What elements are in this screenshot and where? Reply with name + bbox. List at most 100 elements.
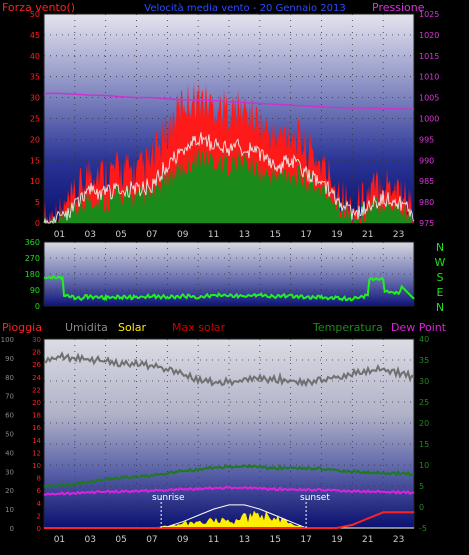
pressure-line xyxy=(44,92,415,111)
pressure-tick-label: 1010 xyxy=(419,73,439,82)
humidity-tick-label: 60 xyxy=(5,412,14,420)
humidity-legend: Umidita xyxy=(65,321,108,334)
wind-gust-area xyxy=(44,81,414,223)
rain-tick-label: 4 xyxy=(37,500,42,508)
humidity-tick-label: 30 xyxy=(5,468,14,476)
wind-tick-label: 20 xyxy=(30,135,40,144)
dew-point-line xyxy=(43,485,415,496)
wind-direction-line xyxy=(43,274,415,302)
temperature-tick-label: 35 xyxy=(419,356,429,365)
wind-tick-label: 35 xyxy=(30,73,40,82)
rain-tick-label: 6 xyxy=(37,487,42,495)
rain-tick-label: 8 xyxy=(37,475,41,483)
weather-x-tick-label: 13 xyxy=(239,535,250,545)
wind-x-tick-label: 21 xyxy=(362,230,373,240)
compass-n-top: N xyxy=(436,241,444,254)
pressure-tick-label: 1005 xyxy=(419,94,439,103)
pressure-tick-label: 980 xyxy=(419,198,434,207)
wind-x-tick-label: 23 xyxy=(393,230,404,240)
humidity-tick-label: 10 xyxy=(5,506,14,514)
humidity-tick-label: 0 xyxy=(10,525,14,533)
compass-n-bottom: N xyxy=(436,301,444,314)
rain-tick-label: 24 xyxy=(32,374,41,382)
weather-x-tick-label: 17 xyxy=(300,535,311,545)
max-solar-legend: Max solar xyxy=(172,321,225,334)
sunset-label: sunset xyxy=(300,493,330,503)
wind-tick-label: 25 xyxy=(30,115,40,124)
wind-x-tick-label: 05 xyxy=(115,230,126,240)
chart-title: Velocità media vento - 20 Gennaio 2013 xyxy=(144,2,346,14)
temperature-tick-label: 25 xyxy=(419,398,429,407)
weather-x-tick-label: 19 xyxy=(331,535,343,545)
solar-area xyxy=(44,510,414,528)
rain-tick-label: 30 xyxy=(32,336,41,344)
temperature-line xyxy=(43,464,415,488)
temperature-tick-label: 0 xyxy=(419,503,424,512)
rain-tick-label: 22 xyxy=(32,386,41,394)
direction-tick-label: 90 xyxy=(30,286,40,295)
humidity-tick-label: 20 xyxy=(5,487,14,495)
weather-x-tick-label: 23 xyxy=(393,535,404,545)
wind-series xyxy=(43,81,415,225)
wind-x-tick-label: 07 xyxy=(146,230,157,240)
temperature-tick-label: 20 xyxy=(419,419,429,428)
wind-x-tick-label: 13 xyxy=(239,230,250,240)
pressure-y-axis: 975 980 985 990 995 1000 1005 1010 1015 1020 1025 xyxy=(419,10,439,228)
wind-tick-label: 5 xyxy=(35,198,40,207)
wind-average-area xyxy=(44,146,414,223)
rain-tick-label: 28 xyxy=(32,349,41,357)
rain-line xyxy=(44,511,414,529)
wind-mean-line xyxy=(43,132,415,225)
pressure-tick-label: 995 xyxy=(419,135,434,144)
compass-s: S xyxy=(437,271,444,284)
humidity-line xyxy=(43,351,415,388)
direction-tick-label: 0 xyxy=(35,302,40,311)
direction-tick-label: 270 xyxy=(25,254,40,263)
wind-tick-label: 40 xyxy=(30,52,40,61)
compass-e: E xyxy=(437,286,444,299)
humidity-tick-label: 70 xyxy=(5,393,14,401)
pressure-tick-label: 1025 xyxy=(419,10,439,19)
weather-x-tick-label: 09 xyxy=(177,535,189,545)
humidity-tick-label: 90 xyxy=(5,355,14,363)
compass-labels: N W S E N xyxy=(435,241,446,314)
wind-tick-label: 10 xyxy=(30,177,40,186)
pressure-axis-title: Pressione xyxy=(372,1,425,14)
pressure-tick-label: 990 xyxy=(419,156,434,165)
wind-x-tick-label: 19 xyxy=(331,230,343,240)
sunrise-label: sunrise xyxy=(152,493,185,503)
weather-x-tick-label: 03 xyxy=(85,535,96,545)
compass-w: W xyxy=(435,256,446,269)
rain-tick-label: 18 xyxy=(32,412,41,420)
pressure-tick-label: 1000 xyxy=(419,115,439,124)
weather-x-axis: 01 03 05 07 09 11 13 15 17 19 21 23 xyxy=(54,535,405,545)
rain-legend: Pioggia xyxy=(2,321,42,334)
temperature-tick-label: 10 xyxy=(419,461,429,470)
wind-tick-label: 15 xyxy=(30,156,40,165)
wind-x-tick-label: 17 xyxy=(300,230,311,240)
direction-y-axis: 0 90 180 270 360 xyxy=(25,238,40,311)
humidity-y-axis: 0 10 20 30 40 50 60 70 80 90 100 xyxy=(1,336,14,533)
rain-tick-label: 20 xyxy=(32,399,41,407)
weather-x-tick-label: 05 xyxy=(115,535,126,545)
direction-series xyxy=(43,274,415,302)
pressure-tick-label: 975 xyxy=(419,219,434,228)
wind-x-tick-label: 15 xyxy=(270,230,281,240)
wind-tick-label: 50 xyxy=(30,10,40,19)
rain-tick-label: 10 xyxy=(32,462,41,470)
weather-series xyxy=(43,351,415,529)
temperature-y-axis: -5 0 5 10 15 20 25 30 35 40 xyxy=(419,335,429,533)
weather-x-tick-label: 21 xyxy=(362,535,373,545)
wind-x-tick-label: 11 xyxy=(208,230,219,240)
temperature-tick-label: 5 xyxy=(419,482,424,491)
wind-x-axis: 01 03 05 07 09 11 13 15 17 19 21 23 xyxy=(54,230,405,240)
solar-legend: Solar xyxy=(118,321,147,334)
weather-x-tick-label: 15 xyxy=(270,535,281,545)
wind-x-tick-label: 09 xyxy=(177,230,189,240)
humidity-tick-label: 100 xyxy=(1,336,14,344)
temperature-tick-label: 40 xyxy=(419,335,429,344)
wind-x-tick-label: 03 xyxy=(85,230,96,240)
rain-tick-label: 2 xyxy=(37,512,41,520)
